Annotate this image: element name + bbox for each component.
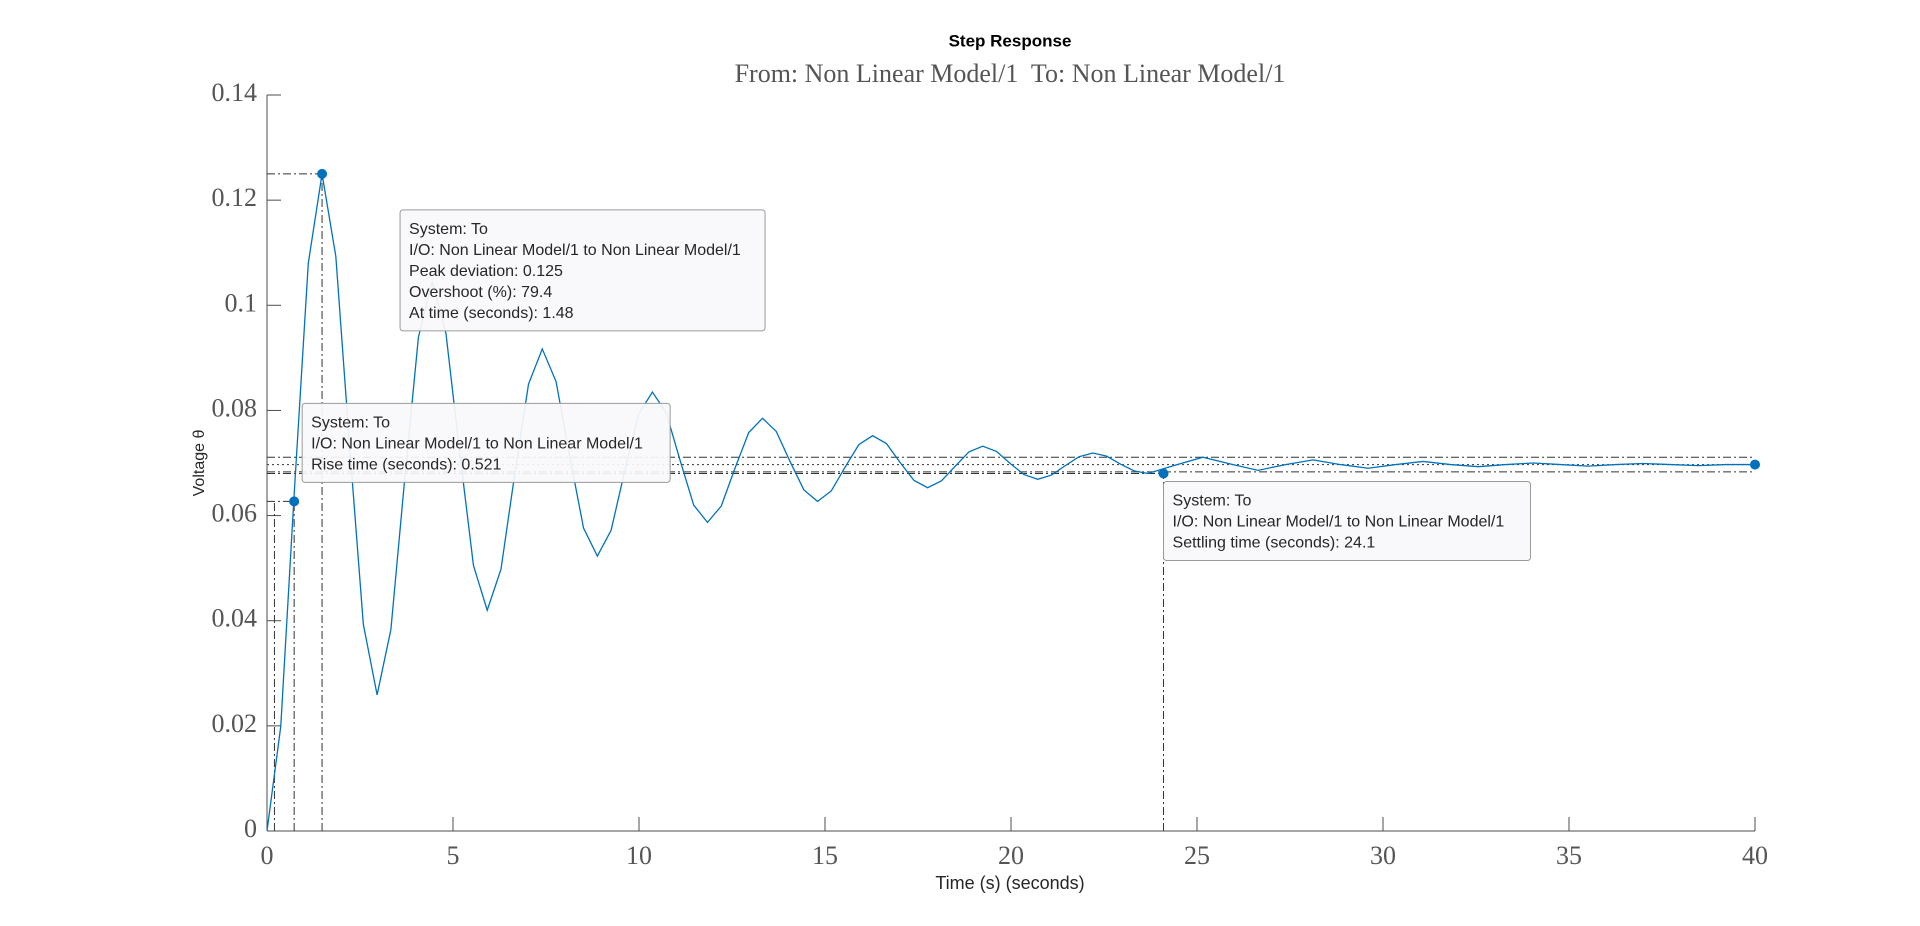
datatip-marker: [289, 496, 300, 507]
datatip-box: [1163, 481, 1532, 562]
y-tick-label: 0.04: [212, 604, 258, 633]
datatip-box: [399, 209, 766, 332]
y-tick-label: 0.06: [212, 499, 258, 528]
y-tick-label: 0.1: [225, 288, 258, 317]
x-tick-label: 40: [1742, 841, 1768, 870]
x-tick-label: 25: [1184, 841, 1210, 870]
x-tick-label: 5: [447, 841, 460, 870]
y-tick-label: 0.14: [212, 78, 258, 107]
x-tick-label: 15: [812, 841, 838, 870]
x-tick-label: 10: [626, 841, 652, 870]
x-tick-label: 35: [1556, 841, 1582, 870]
x-tick-label: 30: [1370, 841, 1396, 870]
datatip-text: I/O: Non Linear Model/1 to Non Linear Mo…: [311, 436, 643, 453]
datatip-marker: [317, 168, 328, 179]
x-tick-label: 0: [261, 841, 274, 870]
x-axis-label: Time (s) (seconds): [935, 873, 1084, 893]
datatip-text: Rise time (seconds): 0.521: [311, 457, 501, 474]
datatip-text: At time (seconds): 1.48: [409, 305, 574, 322]
y-tick-label: 0.02: [212, 709, 258, 738]
x-tick-label: 20: [998, 841, 1024, 870]
final-value-marker: [1750, 459, 1760, 470]
datatip-text: Settling time (seconds): 24.1: [1173, 535, 1376, 552]
datatip-text: I/O: Non Linear Model/1 to Non Linear Mo…: [1173, 514, 1505, 531]
y-axis-label: Voltage θ: [191, 430, 208, 497]
y-tick-label: 0.12: [212, 183, 258, 212]
datatip-box: [301, 402, 671, 483]
chart-title: Step Response: [949, 31, 1072, 50]
datatip-text: Peak deviation: 0.125: [409, 263, 563, 280]
y-tick-label: 0: [244, 814, 257, 843]
datatip-text: Overshoot (%): 79.4: [409, 284, 552, 301]
datatip-text: System: To: [1173, 493, 1252, 510]
y-tick-label: 0.08: [212, 393, 258, 422]
datatip-text: I/O: Non Linear Model/1 to Non Linear Mo…: [409, 242, 741, 259]
datatip-marker: [1158, 468, 1169, 479]
chart-subtitle: From: Non Linear Model/1 To: Non Linear …: [735, 59, 1286, 88]
response-line: [266, 173, 1755, 832]
datatip-text: System: To: [409, 221, 488, 238]
datatip-text: System: To: [311, 415, 390, 432]
